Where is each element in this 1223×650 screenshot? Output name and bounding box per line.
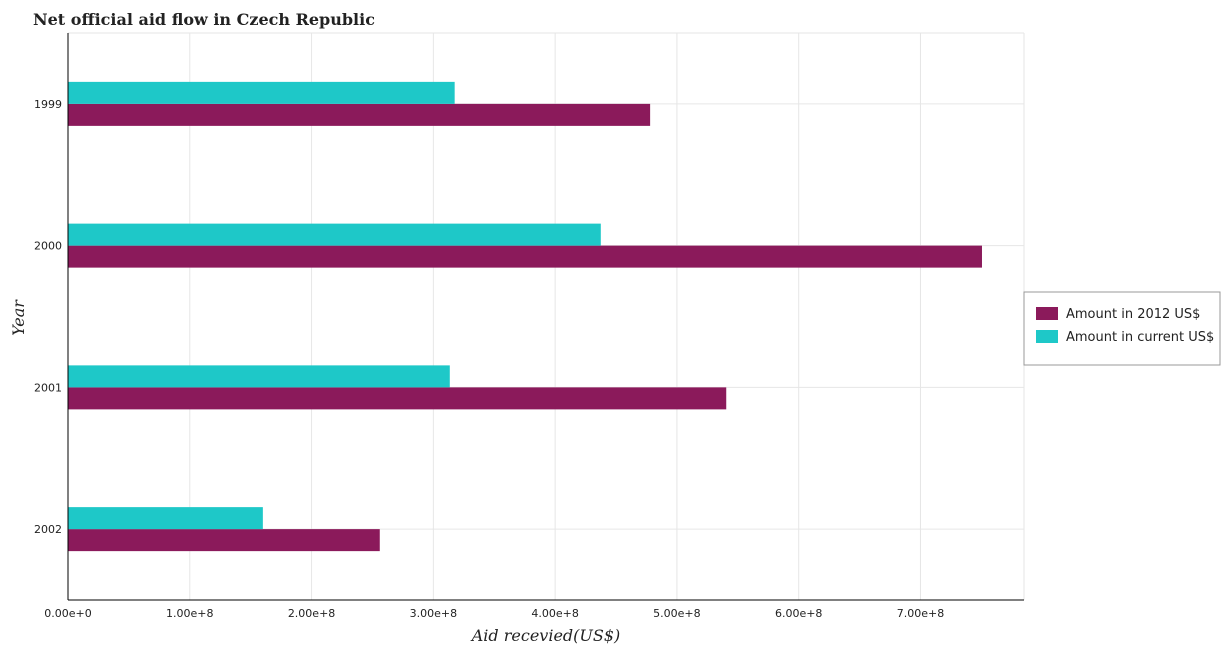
- x-tick-label: 6.00e+8: [775, 607, 822, 620]
- x-tick-label: 1.00e+8: [166, 607, 213, 620]
- legend: Amount in 2012 US$ Amount in current US$: [1023, 291, 1221, 366]
- bar-amount-2012-2001: [68, 387, 727, 410]
- bar-amount-2012-2002: [68, 529, 380, 552]
- bars: [68, 81, 982, 552]
- legend-label: Amount in 2012 US$: [1066, 307, 1200, 322]
- bar-amount-current-2002: [68, 507, 263, 530]
- x-tick-label: 7.00e+8: [897, 607, 944, 620]
- y-tick-label: 1999: [34, 98, 62, 111]
- y-tick-label: 2000: [34, 240, 62, 253]
- y-tick-label: 2001: [34, 381, 62, 394]
- x-axis-label: Aid recevied(US$): [470, 626, 621, 645]
- bar-amount-current-2000: [68, 223, 601, 246]
- legend-swatch: [1036, 330, 1058, 343]
- legend-swatch: [1036, 307, 1058, 320]
- x-tick-label: 4.00e+8: [531, 607, 578, 620]
- bar-amount-2012-1999: [68, 103, 651, 126]
- bar-amount-2012-2000: [68, 245, 982, 268]
- x-tick-label: 3.00e+8: [410, 607, 457, 620]
- x-tick-label: 0.00e+0: [44, 607, 91, 620]
- chart-title: Net official aid flow in Czech Republic: [33, 10, 375, 29]
- bar-amount-current-2001: [68, 365, 450, 388]
- legend-box: [1023, 291, 1221, 366]
- axes: 0.00e+0 1.00e+8 2.00e+8 3.00e+8 4.00e+8 5.00e…: [34, 33, 1024, 620]
- y-tick-label: 2002: [34, 523, 62, 536]
- y-axis-label: Year: [9, 299, 28, 336]
- x-tick-label: 2.00e+8: [288, 607, 335, 620]
- bar-amount-current-1999: [68, 81, 455, 104]
- legend-label: Amount in current US$: [1066, 330, 1214, 345]
- x-tick-label: 5.00e+8: [653, 607, 700, 620]
